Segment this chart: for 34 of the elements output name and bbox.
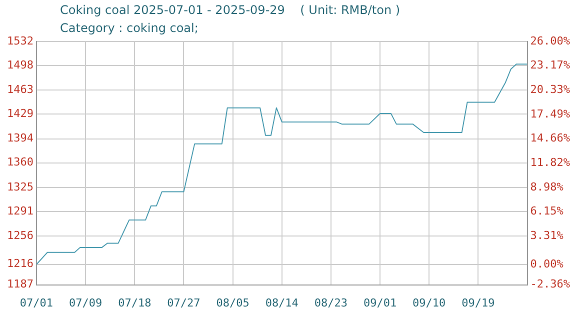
y-tick-label: 1463: [6, 83, 34, 96]
y-tick-label: 1498: [6, 58, 34, 72]
y2-tick-label: 26.00%: [530, 34, 570, 48]
y2-tick-label: 17.49%: [530, 107, 570, 120]
y2-tick-label: 20.33%: [530, 83, 570, 96]
y2-tick-label: 23.17%: [530, 58, 570, 72]
y2-tick-label: 6.15%: [530, 204, 564, 218]
x-tick-label: 07/09: [69, 296, 102, 310]
x-tick-label: 07/18: [118, 296, 152, 310]
x-tick-label: 08/14: [265, 296, 299, 310]
y-tick-label: 1532: [6, 34, 34, 48]
y-tick-label: 1429: [6, 107, 34, 120]
y-tick-label: 1216: [6, 257, 34, 270]
y-tick-label: 1360: [6, 156, 34, 169]
y2-tick-label: 14.66%: [530, 132, 570, 145]
chart-subtitle: Category : coking coal;: [60, 21, 198, 35]
y-tick-label: 1291: [6, 204, 34, 218]
y2-tick-label: 0.00%: [530, 257, 564, 270]
y-tick-label: 1187: [6, 278, 34, 291]
chart-title: Coking coal 2025-07-01 - 2025-09-29 ( Unit: RMB/ton ): [60, 3, 400, 17]
y2-tick-label: -2.36%: [530, 278, 570, 291]
x-tick-label: 07/27: [167, 296, 200, 310]
x-tick-label: 09/10: [412, 296, 446, 310]
x-tick-label: 09/19: [462, 296, 495, 310]
x-tick-label: 09/01: [363, 296, 397, 310]
x-tick-label: 07/01: [20, 296, 54, 310]
x-tick-label: 08/05: [216, 296, 250, 310]
y2-tick-label: 3.31%: [530, 229, 564, 242]
y-tick-label: 1325: [6, 180, 34, 194]
y-tick-label: 1256: [6, 229, 34, 242]
x-tick-label: 08/23: [314, 296, 348, 310]
y2-tick-label: 8.98%: [530, 180, 564, 194]
y2-tick-label: 11.82%: [530, 156, 570, 170]
y-tick-label: 1394: [6, 132, 34, 145]
